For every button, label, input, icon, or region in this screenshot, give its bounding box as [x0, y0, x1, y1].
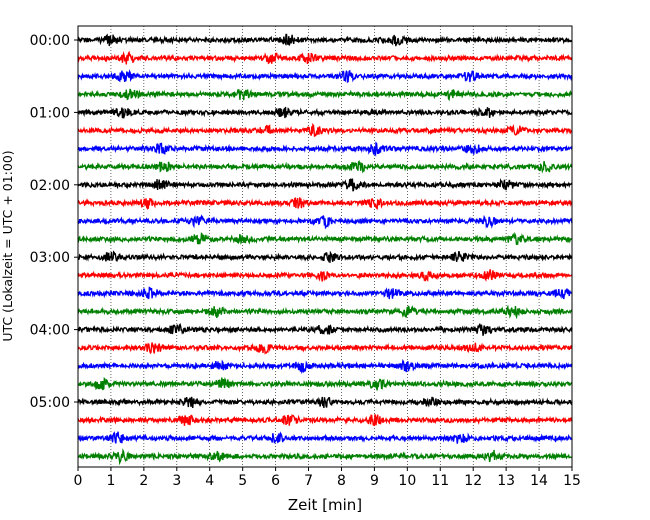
x-tick-label: 13: [497, 473, 515, 489]
x-tick-label: 7: [304, 473, 313, 489]
trace-line-0515: [77, 414, 573, 427]
x-tick-label: 9: [370, 473, 379, 489]
plot-frame: [77, 25, 573, 468]
y-tick-label: 01:00: [30, 105, 70, 121]
x-tick-label: 8: [337, 473, 346, 489]
y-axis-label: UTC (Lokalzeit = UTC + 01:00): [0, 150, 15, 341]
trace-line-0230: [77, 214, 573, 230]
x-tick-label: 10: [398, 473, 416, 489]
x-tick-label: 4: [205, 473, 214, 489]
x-tick-label: 2: [139, 473, 148, 489]
trace-line-0545: [77, 448, 573, 466]
x-tick-label: 6: [271, 473, 280, 489]
trace-line-0130: [77, 141, 573, 157]
trace-line-0245: [77, 231, 573, 246]
trace-line-0045: [77, 88, 573, 102]
x-tick-label: 11: [431, 473, 449, 489]
trace-line-0445: [77, 376, 573, 391]
trace-line-0315: [77, 269, 573, 282]
trace-line-0530: [77, 431, 573, 444]
trace-line-0015: [77, 50, 573, 65]
trace-line-0000: [77, 33, 573, 47]
y-tick-label: 03:00: [30, 250, 70, 266]
x-tick-label: 14: [530, 473, 548, 489]
x-axis-ticks: 0 1 2 3 4 5 6 7 8 9 10 11 12 13 14 15: [74, 467, 581, 489]
x-tick-label: 3: [172, 473, 181, 489]
trace-line-0030: [77, 69, 573, 83]
x-tick-label: 1: [106, 473, 115, 489]
trace-line-0215: [77, 197, 573, 211]
trace-line-0345: [77, 304, 573, 320]
y-tick-label: 04:00: [30, 323, 70, 339]
y-tick-label: 05:00: [30, 395, 70, 411]
trace-line-0200: [77, 177, 573, 192]
trace-line-0115: [77, 122, 573, 137]
x-tick-label: 5: [238, 473, 247, 489]
x-tick-label: 12: [464, 473, 482, 489]
trace-line-0430: [77, 358, 573, 375]
trace-line-0415: [77, 342, 573, 355]
y-tick-label: 02:00: [30, 178, 70, 194]
y-tick-label: 00:00: [30, 33, 70, 49]
y-axis-ticks: 00:00 01:00 02:00 03:00 04:00 05:00: [30, 33, 78, 411]
x-tick-label: 15: [563, 473, 581, 489]
trace-lines: [77, 33, 573, 466]
trace-line-0145: [77, 160, 573, 174]
trace-line-0300: [77, 250, 573, 263]
x-tick-label: 0: [74, 473, 83, 489]
x-axis-label: Zeit [min]: [288, 496, 362, 514]
trace-line-0500: [77, 396, 573, 408]
trace-line-0400: [77, 322, 573, 336]
trace-line-0330: [77, 286, 573, 300]
trace-line-0100: [77, 106, 573, 119]
